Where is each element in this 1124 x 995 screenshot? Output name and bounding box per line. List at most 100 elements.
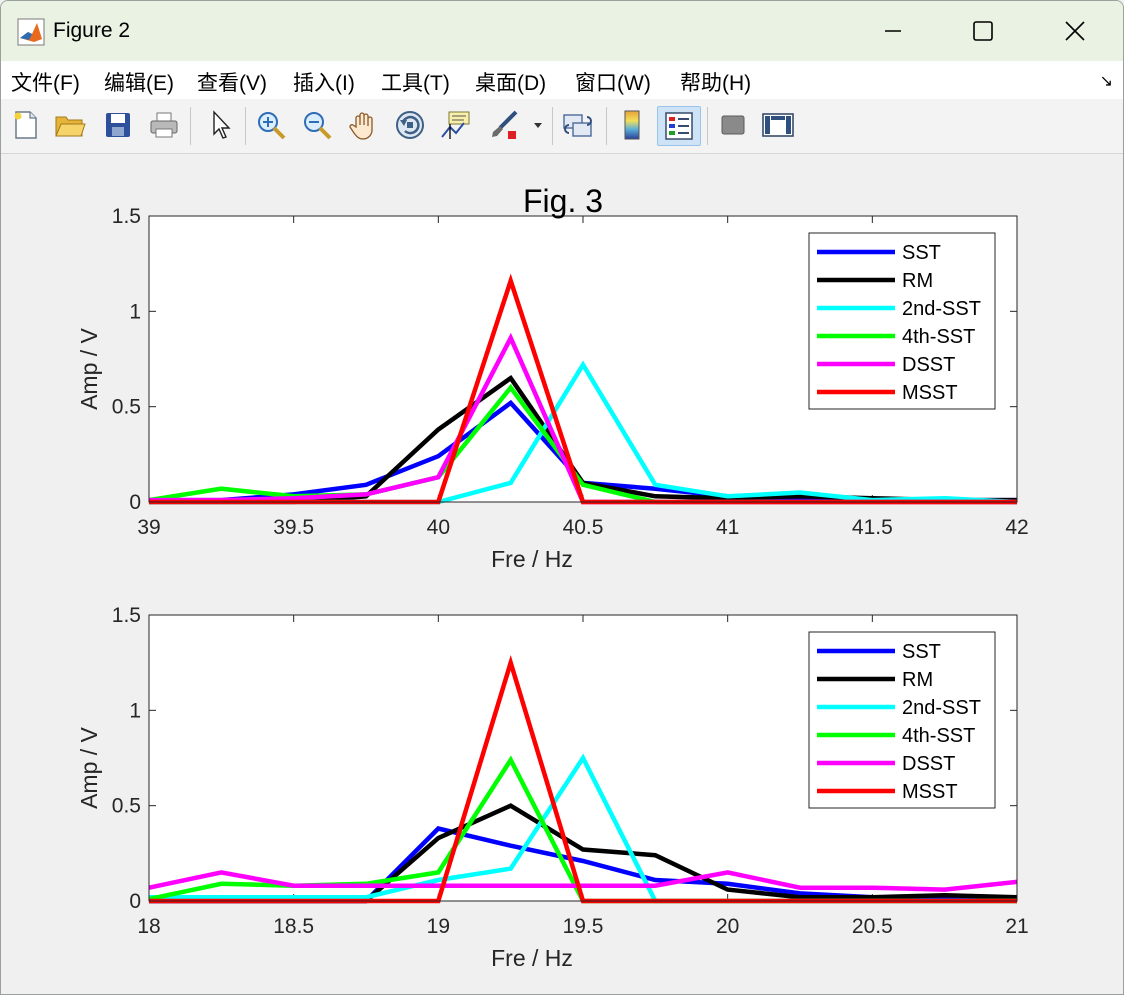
y-tick-label: 0.5 xyxy=(112,795,141,818)
x-tick-label: 18 xyxy=(137,915,160,938)
new-figure-icon xyxy=(14,111,37,139)
window-title: Figure 2 xyxy=(53,19,131,42)
x-tick-label: 41.5 xyxy=(852,516,893,539)
menu-desktop[interactable]: 桌面(D) xyxy=(475,72,547,95)
plot-border xyxy=(148,215,1018,503)
zoom-out-button[interactable] xyxy=(300,106,334,144)
x-tick-label: 40.5 xyxy=(563,516,604,539)
x-axis-label: Fre / Hz xyxy=(491,945,573,971)
y-axis-label: Amp / V xyxy=(76,327,102,409)
pointer-button[interactable] xyxy=(203,106,237,144)
hide-plot-tools-button[interactable] xyxy=(716,106,750,144)
title-bar: Figure 2 xyxy=(1,1,1123,61)
minimize-icon xyxy=(885,30,901,32)
x-tick-label: 39.5 xyxy=(273,516,314,539)
legend-button[interactable] xyxy=(657,106,701,146)
legend-label: 4th-SST xyxy=(902,326,975,348)
y-tick-label: 1.5 xyxy=(112,205,141,228)
x-tick-label: 19 xyxy=(427,915,450,938)
legend-label: 2nd-SST xyxy=(902,697,981,719)
legend-icon xyxy=(665,112,693,140)
show-plot-tools-icon xyxy=(762,113,794,137)
menu-insert[interactable]: 插入(I) xyxy=(293,72,355,95)
save-icon xyxy=(106,113,130,137)
rotate-3d-icon xyxy=(396,111,424,139)
print-button[interactable] xyxy=(147,106,181,144)
open-file-button[interactable] xyxy=(53,106,87,144)
plots-svg: 39 39.5 40 40.5 41 41.5 42 0 0.5 1 1.5 Fig. 3 Fre / … xyxy=(76,183,1029,971)
open-file-icon xyxy=(55,116,86,137)
x-tick-label: 40 xyxy=(427,516,450,539)
menu-window[interactable]: 窗口(W) xyxy=(575,72,651,95)
y-tick-label: 1 xyxy=(129,699,141,722)
show-plot-tools-button[interactable] xyxy=(761,106,795,144)
brush-icon xyxy=(492,110,518,139)
plot-border xyxy=(148,614,1018,902)
menu-view[interactable]: 查看(V) xyxy=(197,72,267,95)
chevron-down-icon xyxy=(534,123,542,128)
x-tick-label: 21 xyxy=(1005,915,1028,938)
pan-hand-icon xyxy=(349,112,373,140)
x-tick-label: 41 xyxy=(716,516,739,539)
legend: SST RM 2nd-SST 4th-SST DSST MSST xyxy=(808,631,996,809)
axes-1: 39 39.5 40 40.5 41 41.5 42 0 0.5 1 1.5 Fig. 3 Fre / … xyxy=(76,183,1029,572)
brush-dropdown[interactable] xyxy=(531,106,545,144)
zoom-in-button[interactable] xyxy=(254,106,288,144)
x-tick-label: 20 xyxy=(716,915,739,938)
link-plot-icon xyxy=(563,114,592,137)
menu-help[interactable]: 帮助(H) xyxy=(680,72,752,95)
x-axis-label: Fre / Hz xyxy=(491,546,573,572)
colorbar-icon xyxy=(624,110,640,140)
legend-label: DSST xyxy=(902,753,955,775)
toolbar xyxy=(1,99,1123,154)
y-tick-label: 1.5 xyxy=(112,604,141,627)
dock-arrow-icon[interactable]: ↘ xyxy=(1099,73,1113,90)
x-tick-label: 19.5 xyxy=(563,915,604,938)
x-tick-label: 20.5 xyxy=(852,915,893,938)
print-icon xyxy=(150,112,178,138)
zoom-out-icon xyxy=(304,112,332,140)
x-tick-label: 39 xyxy=(137,516,160,539)
zoom-in-icon xyxy=(258,112,286,140)
hide-plot-tools-icon xyxy=(721,115,745,135)
menu-file[interactable]: 文件(F) xyxy=(11,72,80,95)
figure-canvas: 39 39.5 40 40.5 41 41.5 42 0 0.5 1 1.5 Fig. 3 Fre / … xyxy=(1,154,1123,994)
legend-label: SST xyxy=(902,641,941,663)
brush-button[interactable] xyxy=(487,106,521,144)
y-tick-label: 0 xyxy=(129,890,141,913)
pointer-icon xyxy=(213,110,231,139)
data-cursor-button[interactable] xyxy=(439,106,473,144)
chart-title: Fig. 3 xyxy=(523,183,603,219)
legend-label: SST xyxy=(902,242,941,264)
x-tick-label: 18.5 xyxy=(273,915,314,938)
close-icon xyxy=(1065,21,1085,41)
maximize-icon xyxy=(973,21,993,41)
legend-label: MSST xyxy=(902,781,958,803)
legend: SST RM 2nd-SST 4th-SST DSST MSST xyxy=(808,232,996,410)
legend-box xyxy=(808,631,996,809)
legend-label: RM xyxy=(902,669,933,691)
y-tick-label: 0 xyxy=(129,491,141,514)
pan-button[interactable] xyxy=(347,106,381,144)
y-tick-label: 0.5 xyxy=(112,396,141,419)
new-figure-button[interactable] xyxy=(9,106,43,144)
minimize-button[interactable] xyxy=(847,1,939,61)
legend-box xyxy=(808,232,996,410)
axes-2: 18 18.5 19 19.5 20 20.5 21 0 0.5 1 1.5 Fre / Hz Amp … xyxy=(76,604,1029,971)
x-tick-label: 42 xyxy=(1005,516,1028,539)
y-tick-label: 1 xyxy=(129,300,141,323)
y-axis-label: Amp / V xyxy=(76,726,102,808)
menu-edit[interactable]: 编辑(E) xyxy=(104,72,174,95)
link-plot-button[interactable] xyxy=(561,106,595,144)
rotate-button[interactable] xyxy=(393,106,427,144)
matlab-logo-icon xyxy=(17,18,45,46)
close-button[interactable] xyxy=(1029,1,1121,61)
legend-label: 2nd-SST xyxy=(902,298,981,320)
legend-label: 4th-SST xyxy=(902,725,975,747)
colorbar-button[interactable] xyxy=(615,106,649,144)
save-button[interactable] xyxy=(101,106,135,144)
legend-label: MSST xyxy=(902,382,958,404)
maximize-button[interactable] xyxy=(937,1,1029,61)
menu-tools[interactable]: 工具(T) xyxy=(381,72,450,95)
